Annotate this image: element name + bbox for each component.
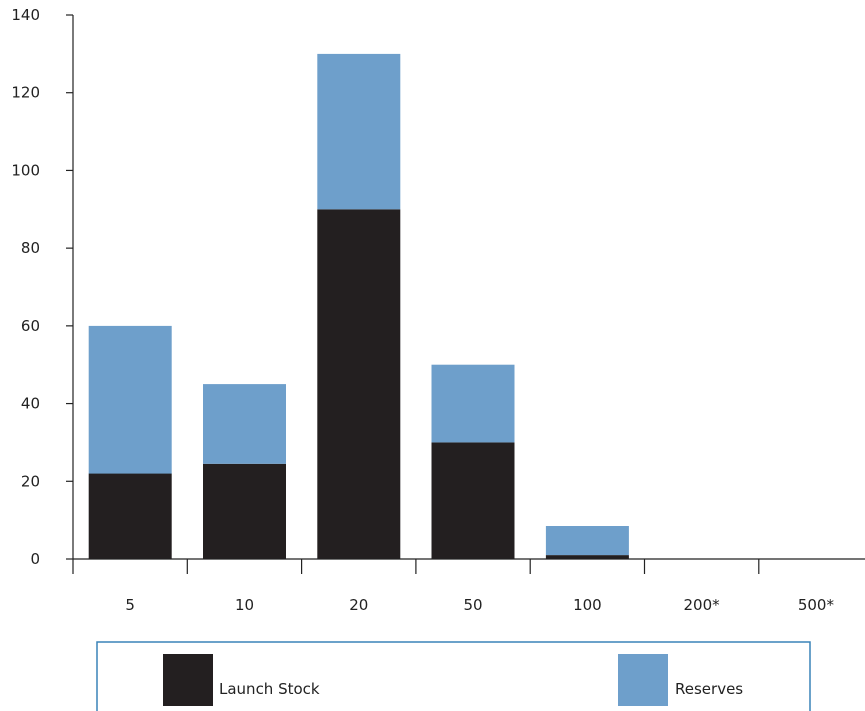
bar-reserves-0 [88,325,172,474]
bars-group [88,53,629,560]
bar-reserves-2 [317,53,401,210]
bar-reserves-1 [203,384,286,464]
y-tick-label-1: 20 [21,472,40,490]
x-tick-label-6: 500* [798,596,835,614]
bar-launch-stock-2 [317,209,401,560]
y-tick-label-0: 0 [30,550,40,568]
x-tick-label-1: 10 [235,596,254,614]
y-tick-label-3: 60 [21,317,40,335]
bar-launch-stock-4 [545,555,629,559]
y-tick-label-4: 80 [21,239,40,257]
axes-group: 0 20 40 60 80 100 120 140 5 10 20 50 100 200* 500* [11,6,865,614]
y-tick-label-7: 140 [11,6,40,24]
legend-swatch-launch-stock [163,654,213,706]
legend-swatch-reserves [618,654,668,706]
legend-border [96,641,811,711]
x-tick-label-0: 5 [125,596,135,614]
y-tick-label-6: 120 [11,84,40,102]
bar-reserves-4 [545,526,629,556]
bar-reserves-3 [431,364,515,443]
bar-launch-stock-0 [88,473,172,559]
x-tick-label-2: 20 [349,596,368,614]
bar-launch-stock-3 [431,442,515,559]
y-tick-label-5: 100 [11,161,40,179]
legend: Launch Stock Reserves [96,641,811,711]
x-tick-label-3: 50 [463,596,482,614]
x-tick-label-5: 200* [684,596,721,614]
x-tick-label-4: 100 [573,596,602,614]
legend-label-launch-stock: Launch Stock [219,680,320,698]
y-tick-label-2: 40 [21,395,40,413]
legend-label-reserves: Reserves [675,680,743,698]
bar-launch-stock-1 [203,463,286,559]
